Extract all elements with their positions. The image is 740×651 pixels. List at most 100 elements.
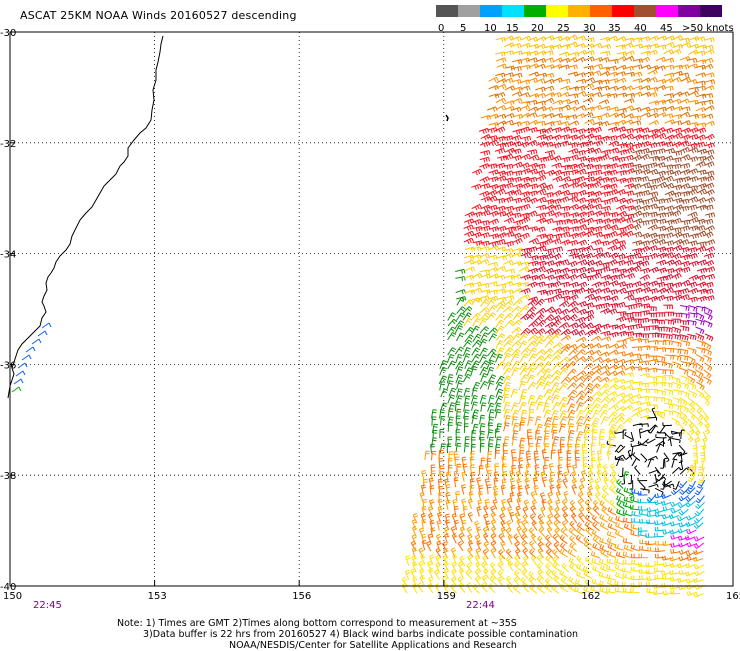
wind-barb: [584, 329, 596, 337]
wind-barb: [431, 409, 437, 419]
wind-barb: [490, 511, 497, 523]
wind-barb: [496, 232, 507, 239]
wind-barb: [503, 141, 514, 148]
wind-barb: [568, 93, 579, 99]
wind-barb: [519, 437, 526, 447]
wind-barb: [639, 153, 650, 161]
wind-barb: [607, 244, 618, 252]
wind-barb: [563, 490, 569, 502]
wind-barb: [531, 520, 538, 531]
wind-barb: [553, 513, 561, 524]
wind-barb: [591, 349, 602, 356]
wind-barb: [528, 353, 537, 362]
wind-barb: [630, 265, 642, 273]
wind-barb: [511, 340, 522, 348]
wind-barb: [511, 189, 522, 196]
wind-barb: [459, 526, 466, 537]
wind-barb: [679, 198, 690, 205]
wind-barb: [11, 386, 22, 393]
wind-barb: [528, 570, 537, 581]
wind-barb: [543, 184, 554, 191]
wind-barb: [640, 488, 650, 494]
wind-barb: [594, 478, 601, 489]
wind-barb: [512, 237, 523, 245]
wind-barb: [463, 402, 470, 412]
wind-barb: [584, 521, 593, 531]
wind-barb: [544, 210, 556, 217]
wind-barb: [664, 319, 675, 325]
wind-barb: [583, 362, 594, 370]
wind-barb: [639, 267, 651, 274]
wind-barb: [479, 163, 490, 170]
wind-barb: [469, 484, 475, 495]
wind-barb: [568, 375, 578, 383]
wind-barb: [647, 86, 659, 92]
wind-barb: [671, 354, 682, 361]
wind-barb: [687, 368, 697, 377]
wind-barb: [686, 528, 697, 535]
wind-barb: [702, 218, 714, 225]
wind-barb: [647, 211, 658, 218]
wind-barb: [480, 114, 492, 121]
legend-label: >50 knots: [682, 23, 734, 34]
legend-label: 10: [484, 23, 497, 34]
wind-barb: [494, 395, 504, 405]
wind-barb: [693, 549, 704, 555]
wind-barb: [534, 464, 540, 475]
wind-barb: [671, 333, 682, 341]
wind-barb: [655, 127, 666, 134]
wind-barb: [664, 354, 675, 360]
wind-barb: [511, 97, 523, 104]
wind-barb: [639, 190, 651, 196]
x-tick-label: 165: [726, 591, 740, 602]
wind-barb: [541, 499, 547, 510]
wind-barb: [512, 457, 517, 467]
wind-barb: [656, 340, 667, 346]
wind-barb: [535, 226, 546, 233]
wind-barb: [591, 391, 602, 398]
wind-barb: [535, 265, 546, 273]
wind-barb: [552, 401, 561, 411]
wind-barb: [436, 540, 442, 552]
wind-barb: [623, 142, 634, 149]
wind-barb: [614, 587, 625, 593]
wind-barb: [450, 547, 457, 558]
wind-barb: [591, 429, 598, 439]
wind-barb: [600, 416, 609, 425]
wind-barb: [594, 492, 602, 503]
wind-barb: [695, 127, 707, 134]
wind-barb: [631, 71, 643, 77]
wind-barb: [560, 239, 571, 246]
wind-barb: [464, 326, 474, 335]
wind-barb: [496, 142, 507, 149]
wind-barb: [507, 534, 514, 545]
wind-barb: [418, 560, 424, 572]
wind-barb: [542, 134, 554, 141]
wind-barb: [420, 554, 426, 565]
wind-barb: [600, 191, 611, 197]
wind-barb: [671, 217, 682, 225]
wind-barb: [478, 317, 488, 327]
wind-barb: [536, 436, 543, 446]
wind-barb: [656, 275, 667, 282]
chart-title: ASCAT 25KM NOAA Winds 20160527 descendin…: [20, 9, 297, 22]
wind-barb: [558, 322, 570, 329]
wind-barb: [471, 414, 479, 425]
wind-barb: [567, 64, 578, 70]
wind-barb: [632, 191, 644, 198]
wind-barb: [442, 554, 449, 566]
wind-barb: [480, 225, 491, 232]
wind-barb: [495, 239, 506, 245]
wind-barb: [488, 113, 499, 119]
wind-barb: [583, 204, 594, 211]
wind-barb: [639, 164, 650, 170]
wind-barb: [526, 306, 537, 314]
wind-barb: [25, 346, 36, 353]
wind-barb: [654, 326, 665, 332]
wind-barb: [704, 266, 716, 273]
wind-barb: [616, 210, 628, 218]
wind-barb: [447, 436, 453, 447]
wind-barb: [596, 470, 603, 481]
wind-barb: [466, 562, 473, 574]
wind-barb: [551, 127, 562, 133]
